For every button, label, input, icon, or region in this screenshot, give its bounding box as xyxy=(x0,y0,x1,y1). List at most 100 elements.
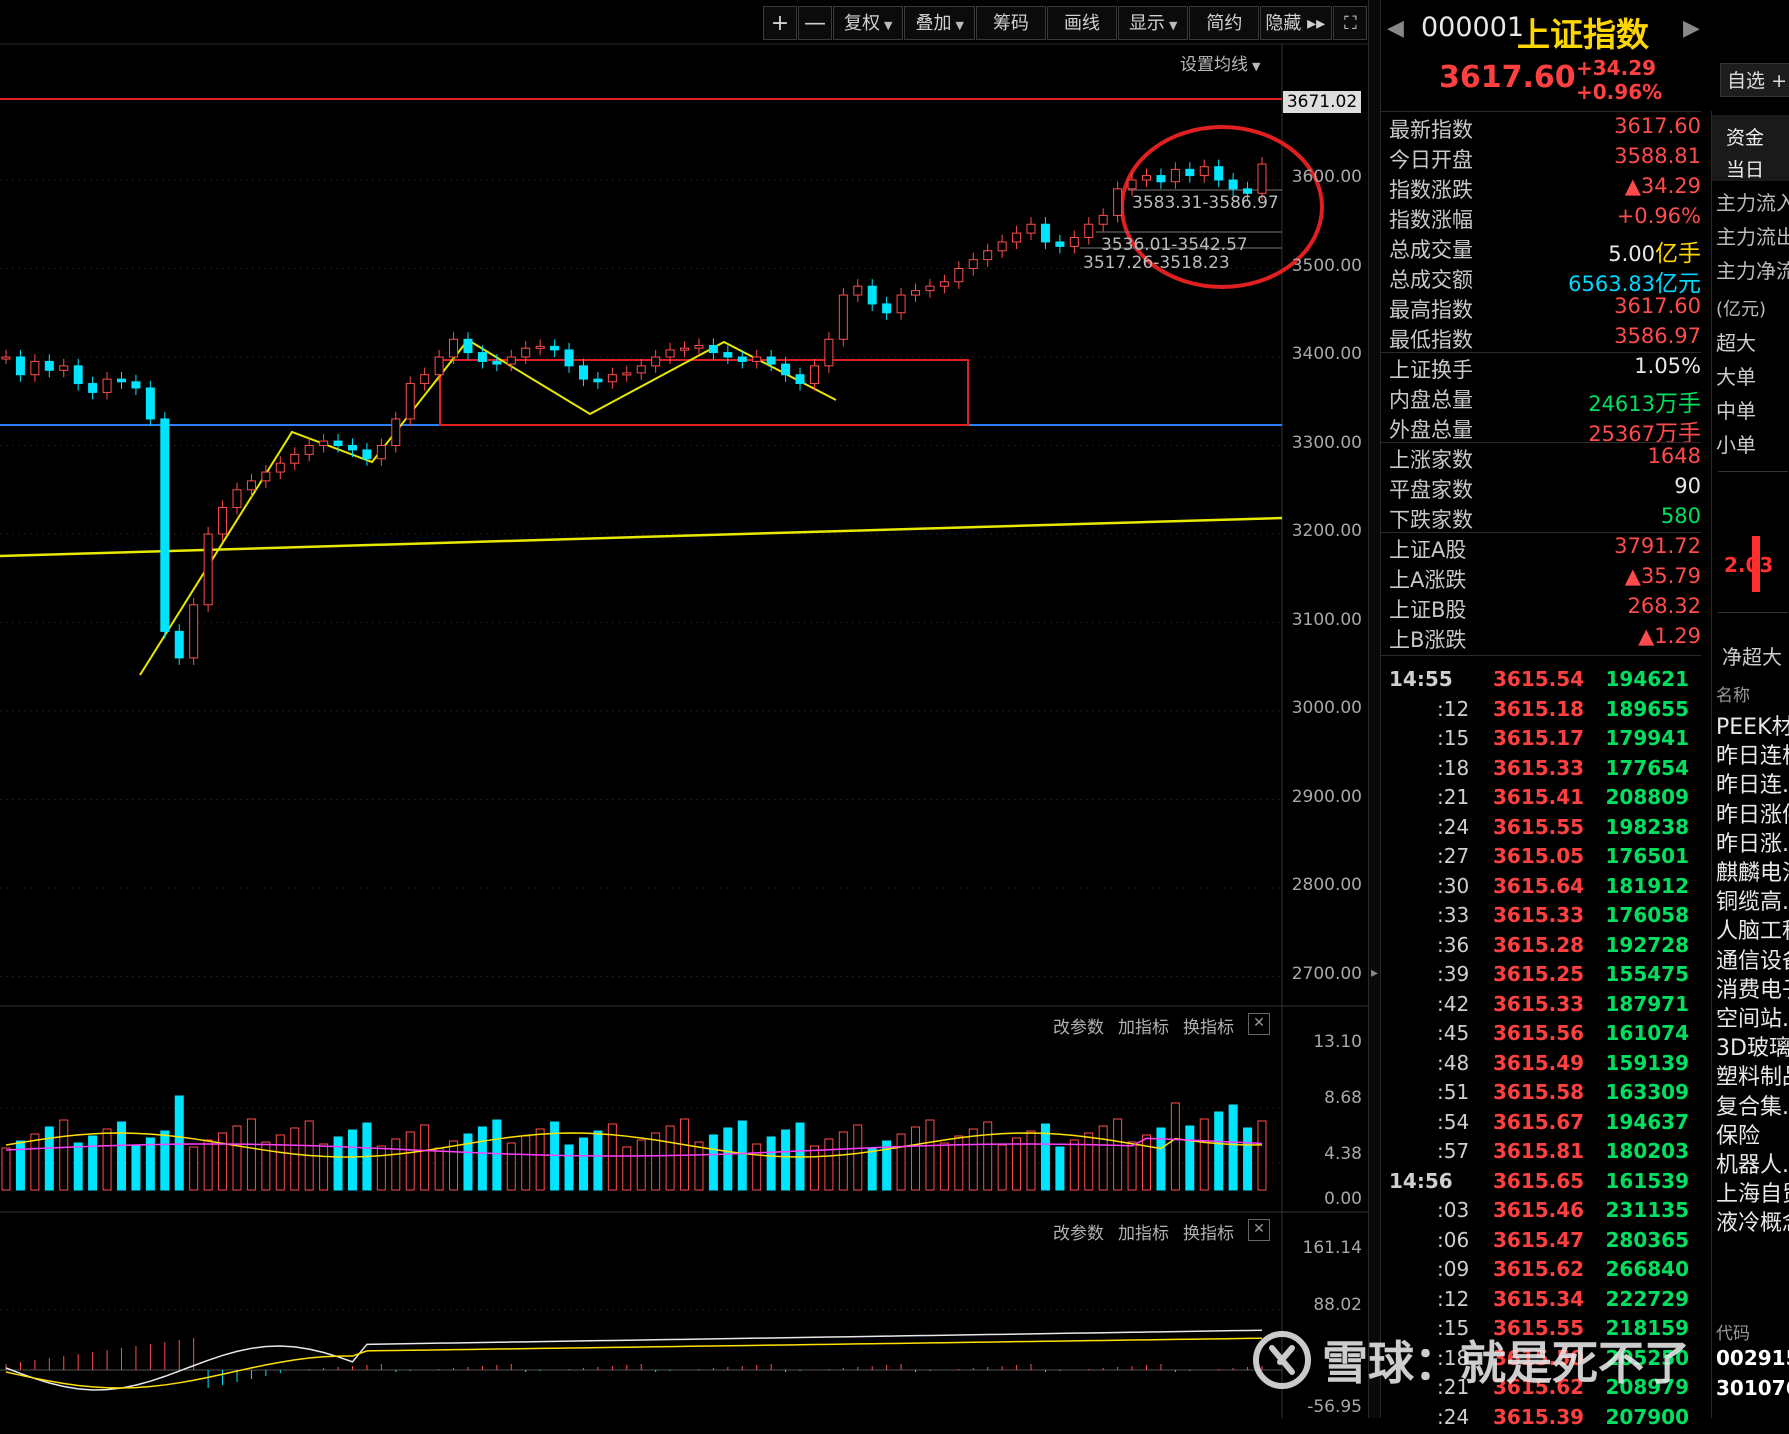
kline-chart-canvas[interactable] xyxy=(0,0,1368,1418)
zoom-out-button[interactable]: — xyxy=(798,6,832,40)
volume-bar xyxy=(261,1141,271,1191)
ind2-gaicanshu-link[interactable]: 改参数 xyxy=(1053,1224,1104,1244)
tick-time: :15 xyxy=(1437,1316,1470,1340)
stat-row: 指数涨幅 +0.96% xyxy=(1389,204,1701,234)
fuquan-dropdown[interactable]: 复权 ▼ xyxy=(833,6,904,40)
candle-body xyxy=(333,440,343,447)
jianyue-button[interactable]: 简约 xyxy=(1189,6,1260,40)
volume-bar xyxy=(88,1135,98,1191)
chouma-button[interactable]: 筹码 xyxy=(975,6,1046,40)
volume-bar xyxy=(867,1147,877,1191)
quote-panel: ◀ 000001 上证指数 ▶ 3617.60 +34.29 +0.96% 自选… xyxy=(1380,0,1789,1429)
ind1-close-icon[interactable]: ✕ xyxy=(1248,1013,1270,1035)
candle-body xyxy=(492,360,502,365)
huaxian-button[interactable]: 画线 xyxy=(1046,6,1117,40)
tick-row: :21 3615.41 208809 xyxy=(1389,785,1699,814)
volume-bar xyxy=(651,1132,661,1191)
candle-body xyxy=(1228,179,1238,190)
yincang-button[interactable]: 隐藏 ▸▸ xyxy=(1260,6,1333,40)
collapse-arrow-icon[interactable]: ▸ xyxy=(1371,965,1379,981)
stat-label: 上证B股 xyxy=(1389,598,1467,622)
wave-zigzag-line xyxy=(139,338,837,676)
stock-name: 上证指数 xyxy=(1517,15,1649,54)
tick-row: :30 3615.64 181912 xyxy=(1389,874,1699,903)
ind1-jiazhibiao-link[interactable]: 加指标 xyxy=(1118,1018,1169,1038)
ind1-gaicanshu-link[interactable]: 改参数 xyxy=(1053,1018,1104,1038)
panel-splitter[interactable]: ▸ xyxy=(1368,0,1381,1418)
fullscreen-icon[interactable]: ⛶ xyxy=(1333,6,1368,40)
stat-number: 3617.60 xyxy=(1614,114,1701,138)
tick-volume: 280365 xyxy=(1605,1227,1690,1252)
stat-value: 3586.97 xyxy=(1614,324,1701,348)
stat-unit: 亿手 xyxy=(1655,241,1701,267)
candle-body xyxy=(73,365,83,385)
next-stock-arrow-icon[interactable]: ▶ xyxy=(1683,16,1700,41)
candle-body xyxy=(1040,223,1050,243)
volume-bar xyxy=(463,1133,473,1191)
ind2-huanzhibiao-link[interactable]: 换指标 xyxy=(1183,1224,1234,1244)
add-watchlist-button[interactable]: 自选 + xyxy=(1720,63,1789,97)
candle-body xyxy=(694,344,704,349)
kline-chart-area[interactable]: + — 复权 ▼ 叠加 ▼ 筹码 画线 显示 ▼ 简约 隐藏 ▸▸ ⛶ 设置均线 ▼ 改… xyxy=(0,0,1368,1418)
stat-row: 总成交额 6563.83亿元 xyxy=(1389,264,1701,297)
tick-price: 3615.39 xyxy=(1493,1404,1585,1429)
stat-number: ▲1.29 xyxy=(1638,624,1701,648)
stat-value: 580 xyxy=(1661,504,1701,528)
set-ma-label: 设置均线 xyxy=(1180,55,1248,75)
indicator2-toolbar: 改参数 加指标 换指标 ✕ xyxy=(1053,1219,1270,1244)
tick-volume: 176501 xyxy=(1605,844,1690,868)
diejia-dropdown[interactable]: 叠加 ▼ xyxy=(904,6,975,40)
tick-price: 3615.33 xyxy=(1493,903,1585,927)
candle-body xyxy=(160,418,170,632)
stat-unit: 亿元 xyxy=(1655,271,1701,297)
stat-value: 1.05% xyxy=(1634,354,1701,378)
ind1-huanzhibiao-link[interactable]: 换指标 xyxy=(1183,1018,1234,1038)
candle-body xyxy=(319,440,329,447)
candle-body xyxy=(1156,175,1166,183)
stat-value: 90 xyxy=(1674,474,1701,498)
stat-number: 24613 xyxy=(1588,392,1655,416)
zijin-label: 资金 xyxy=(1726,127,1765,149)
stat-row: 上证换手 1.05% xyxy=(1389,354,1701,384)
zoom-in-button[interactable]: + xyxy=(763,6,797,40)
sector-name: 3D玻璃 xyxy=(1716,1036,1789,1062)
divider xyxy=(1381,352,1701,353)
ind2-close-icon[interactable]: ✕ xyxy=(1248,1219,1270,1241)
tick-price: 3615.81 xyxy=(1493,1139,1585,1163)
volume-bar xyxy=(622,1146,632,1191)
stat-row: 下跌家数 580 xyxy=(1389,504,1701,534)
stat-number: 1648 xyxy=(1647,444,1701,468)
stat-value: 3617.60 xyxy=(1614,114,1701,138)
ind2-jiazhibiao-link[interactable]: 加指标 xyxy=(1118,1224,1169,1244)
sector-name: 消费电子 xyxy=(1716,977,1789,1003)
stat-number: 5.00 xyxy=(1608,242,1655,266)
stat-value: 3791.72 xyxy=(1614,534,1701,558)
tick-row: :18 3615.33 177654 xyxy=(1389,756,1699,785)
capital-tab-header[interactable]: 资金 当日 xyxy=(1712,115,1789,181)
stat-row: 最低指数 3586.97 xyxy=(1389,324,1701,354)
candle-body xyxy=(954,268,964,283)
candle-body xyxy=(535,345,545,349)
price-axis-label: 3200.00 xyxy=(1291,521,1362,541)
tick-volume: 208979 xyxy=(1605,1375,1690,1399)
prev-stock-arrow-icon[interactable]: ◀ xyxy=(1387,16,1404,41)
volume-bar xyxy=(925,1119,935,1191)
stat-number: 3588.81 xyxy=(1614,144,1701,168)
xianshi-dropdown[interactable]: 显示 ▼ xyxy=(1117,6,1189,40)
tick-volume: 192728 xyxy=(1605,932,1690,957)
candle-body xyxy=(607,374,617,383)
candle-body xyxy=(882,303,892,314)
set-ma-button[interactable]: 设置均线 ▼ xyxy=(1180,50,1260,75)
stat-row: 上A涨跌 ▲35.79 xyxy=(1389,564,1701,594)
candle-body xyxy=(449,338,459,358)
tick-row: :33 3615.33 176058 xyxy=(1389,903,1699,932)
volume-bar xyxy=(939,1142,949,1191)
volume-bar xyxy=(347,1129,357,1191)
tick-row: :24 3615.39 207900 xyxy=(1389,1405,1699,1434)
sector-name: 复合集. xyxy=(1716,1094,1789,1120)
tick-time: 14:55 xyxy=(1389,667,1453,691)
price-axis-label: 3400.00 xyxy=(1291,344,1362,364)
stat-row: 上证A股 3791.72 xyxy=(1389,534,1701,564)
price-axis-label: 2800.00 xyxy=(1291,875,1362,895)
volume-bar xyxy=(1142,1134,1152,1191)
